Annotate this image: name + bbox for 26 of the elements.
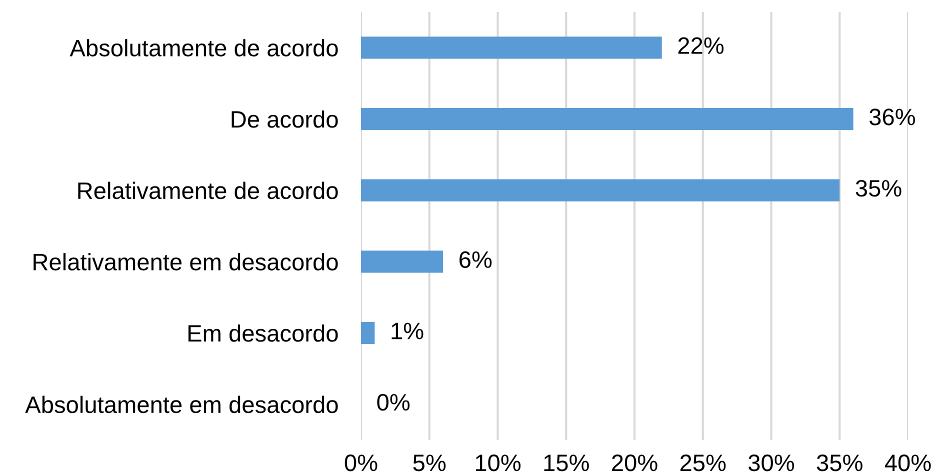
bar bbox=[361, 36, 662, 59]
data-label: 1% bbox=[392, 322, 424, 340]
data-label: 36% bbox=[869, 108, 915, 126]
data-label: 0% bbox=[377, 394, 410, 411]
x-tick-label: 20% bbox=[612, 454, 658, 472]
y-tick-label: Absolutamente de acordo bbox=[70, 39, 338, 56]
x-tick-label: 5% bbox=[413, 454, 446, 472]
x-tick-label: 15% bbox=[544, 454, 589, 472]
y-tick-label: Relativamente de acordo bbox=[78, 182, 338, 200]
x-tick-label: 30% bbox=[748, 454, 794, 472]
x-tick-label: 25% bbox=[680, 454, 726, 472]
y-tick-label: Em desacordo bbox=[188, 324, 338, 342]
data-label: 6% bbox=[460, 251, 492, 268]
bar bbox=[361, 179, 840, 202]
bar bbox=[361, 250, 444, 273]
y-tick-label: De acordo bbox=[232, 110, 338, 128]
bar bbox=[361, 322, 375, 344]
bar bbox=[361, 108, 854, 130]
data-label: 35% bbox=[856, 180, 902, 197]
x-tick-label: 40% bbox=[884, 454, 931, 472]
y-tick-label: Relativamente em desacordo bbox=[34, 253, 338, 270]
x-tick-label: 10% bbox=[476, 454, 521, 472]
x-tick-label: 35% bbox=[816, 454, 862, 472]
x-tick-label: 0% bbox=[344, 454, 378, 472]
data-label: 22% bbox=[678, 37, 724, 54]
y-tick-label: Absolutamente em desacordo bbox=[25, 396, 338, 414]
